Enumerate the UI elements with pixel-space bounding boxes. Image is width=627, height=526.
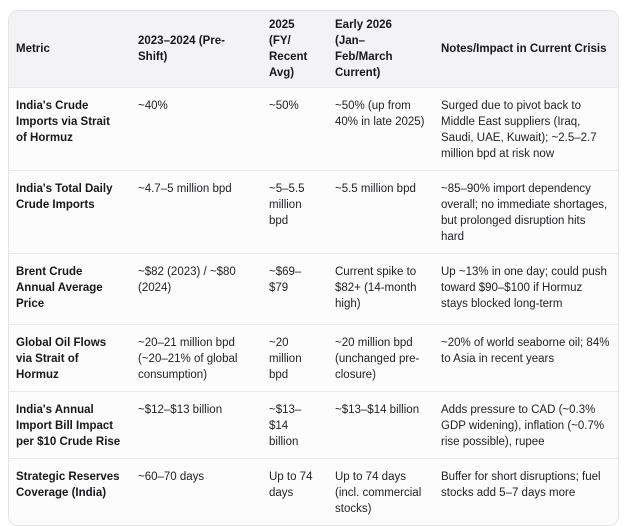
table-row: India's Crude Imports via Strait of Horm… — [9, 87, 618, 171]
cell-recent-avg: ~5–5.5 million bpd — [262, 170, 328, 254]
cell-notes: ~20% of world seaborne oil; 84% to Asia … — [434, 324, 618, 392]
column-header-metric: Metric — [9, 11, 131, 88]
column-header-recent-avg: 2025 (FY/ Recent Avg) — [262, 11, 328, 88]
cell-notes: Adds pressure to CAD (~0.3% GDP widening… — [434, 391, 618, 459]
cell-early-2026: ~50% (up from 40% in late 2025) — [328, 87, 434, 171]
cell-pre-shift: ~60–70 days — [131, 458, 262, 525]
cell-recent-avg: Up to 74 days — [262, 458, 328, 525]
cell-early-2026: ~5.5 million bpd — [328, 170, 434, 254]
column-header-early-2026: Early 2026 (Jan– Feb/March Current) — [328, 11, 434, 88]
cell-early-2026: ~$13–$14 billion — [328, 391, 434, 459]
table-row: Brent Crude Annual Average Price ~$82 (2… — [9, 253, 618, 325]
cell-metric: Brent Crude Annual Average Price — [9, 253, 131, 325]
cell-pre-shift: ~$82 (2023) / ~$80 (2024) — [131, 253, 262, 325]
cell-early-2026: Current spike to $82+ (14-month high) — [328, 253, 434, 325]
cell-pre-shift: ~40% — [131, 87, 262, 171]
cell-early-2026: ~20 million bpd (unchanged pre-closure) — [328, 324, 434, 392]
cell-metric: India's Crude Imports via Strait of Horm… — [9, 87, 131, 171]
cell-recent-avg: ~$69–$79 — [262, 253, 328, 325]
table-row: India's Total Daily Crude Imports ~4.7–5… — [9, 170, 618, 254]
page: Metric 2023–2024 (Pre-Shift) 2025 (FY/ R… — [8, 10, 619, 526]
cell-notes: Up ~13% in one day; could push toward $9… — [434, 253, 618, 325]
table-row: Strategic Reserves Coverage (India) ~60–… — [9, 458, 618, 525]
column-header-notes: Notes/Impact in Current Crisis — [434, 11, 618, 88]
cell-early-2026: Up to 74 days (incl. commercial stocks) — [328, 458, 434, 525]
header-row: Metric 2023–2024 (Pre-Shift) 2025 (FY/ R… — [9, 11, 618, 88]
cell-pre-shift: ~4.7–5 million bpd — [131, 170, 262, 254]
cell-metric: Global Oil Flows via Strait of Hormuz — [9, 324, 131, 392]
cell-metric: Strategic Reserves Coverage (India) — [9, 458, 131, 525]
cell-recent-avg: ~50% — [262, 87, 328, 171]
cell-metric: India's Total Daily Crude Imports — [9, 170, 131, 254]
cell-recent-avg: ~20 million bpd — [262, 324, 328, 392]
cell-pre-shift: ~20–21 million bpd (~20–21% of global co… — [131, 324, 262, 392]
cell-notes: ~85–90% import dependency overall; no im… — [434, 170, 618, 254]
cell-recent-avg: ~$13–$14 billion — [262, 391, 328, 459]
cell-notes: Buffer for short disruptions; fuel stock… — [434, 458, 618, 525]
cell-metric: India's Annual Import Bill Impact per $1… — [9, 391, 131, 459]
table-row: Global Oil Flows via Strait of Hormuz ~2… — [9, 324, 618, 392]
cell-notes: Surged due to pivot back to Middle East … — [434, 87, 618, 171]
table-row: India's Annual Import Bill Impact per $1… — [9, 391, 618, 459]
oil-metrics-table-card: Metric 2023–2024 (Pre-Shift) 2025 (FY/ R… — [8, 10, 619, 526]
cell-pre-shift: ~$12–$13 billion — [131, 391, 262, 459]
oil-metrics-table: Metric 2023–2024 (Pre-Shift) 2025 (FY/ R… — [9, 11, 618, 525]
column-header-pre-shift: 2023–2024 (Pre-Shift) — [131, 11, 262, 88]
